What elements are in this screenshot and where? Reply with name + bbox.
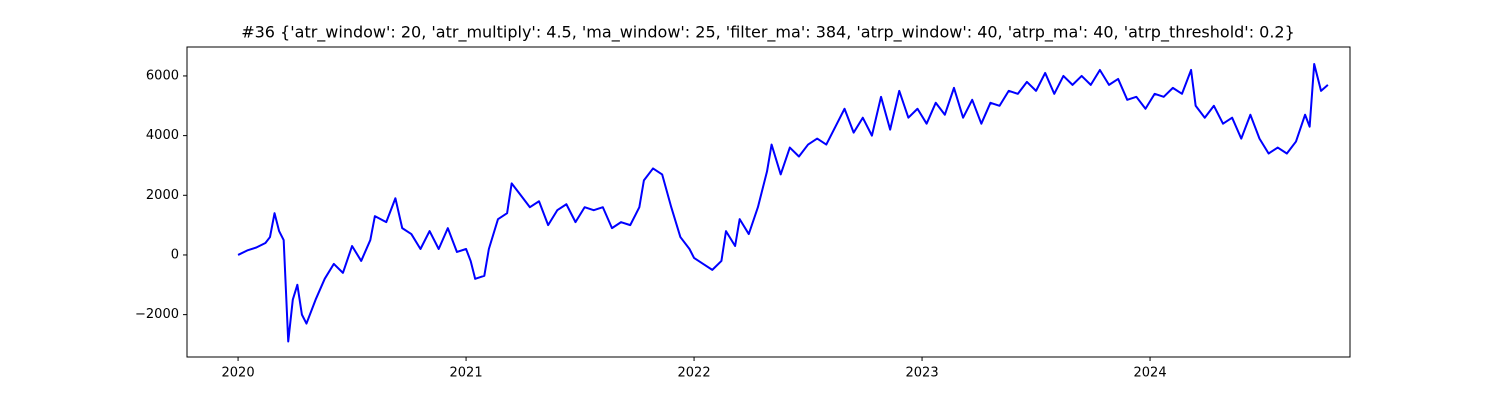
chart-title: #36 {'atr_window': 20, 'atr_multiply': 4…: [241, 23, 1295, 43]
y-tick-label: 4000: [146, 128, 179, 143]
plot-frame: [186, 46, 1351, 358]
y-tick-label: 2000: [146, 188, 179, 203]
x-tick-label: 2020: [222, 366, 255, 381]
x-tick-label: 2021: [450, 366, 483, 381]
x-tick-label: 2024: [1134, 366, 1167, 381]
y-tick-label: −2000: [135, 307, 179, 322]
y-tick-label: 0: [171, 247, 179, 262]
x-tick-label: 2022: [678, 366, 711, 381]
line-series: [237, 63, 1329, 343]
x-tick-label: 2023: [906, 366, 939, 381]
y-tick-label: 6000: [146, 68, 179, 83]
